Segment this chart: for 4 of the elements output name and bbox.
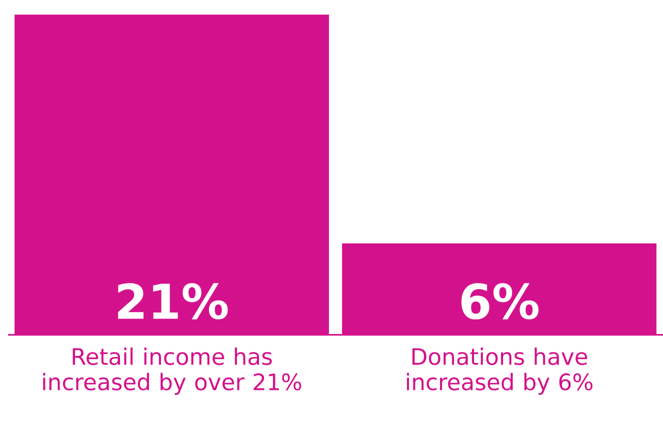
x-tick-label: Donations have increased by 6%: [406, 348, 592, 396]
data-label: 21%: [118, 283, 228, 320]
data-label: 6%: [461, 283, 539, 320]
x-tick-label: Retail income has increased by over 21%: [43, 348, 302, 396]
